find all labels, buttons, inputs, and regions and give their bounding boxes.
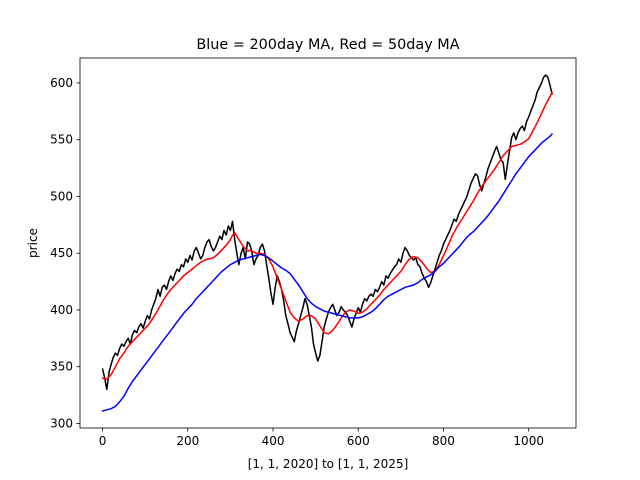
- y-axis: 300 350 400 450 500 550 600: [50, 76, 80, 430]
- y-tick-label: 400: [50, 303, 73, 317]
- plot-lines: [101, 74, 553, 412]
- y-tick-label: 300: [50, 416, 73, 430]
- chart-title: Blue = 200day MA, Red = 50day MA: [196, 37, 459, 53]
- y-tick-label: 500: [50, 189, 73, 203]
- x-axis-label: [1, 1, 2020] to [1, 1, 2025]: [248, 457, 409, 471]
- x-tick-label: 0: [99, 434, 107, 448]
- y-tick-label: 350: [50, 360, 73, 374]
- x-tick-label: 600: [347, 434, 370, 448]
- x-tick-label: 1000: [513, 434, 544, 448]
- y-axis-label: price: [26, 228, 40, 258]
- x-tick-label: 200: [176, 434, 199, 448]
- x-tick-label: 400: [262, 434, 285, 448]
- y-tick-label: 550: [50, 133, 73, 147]
- x-tick-label: 800: [432, 434, 455, 448]
- plot-frame: [79, 57, 577, 429]
- ma200-series-line: [101, 133, 553, 412]
- y-tick-label: 450: [50, 246, 73, 260]
- x-axis: 0 200 400 600 800 1000: [99, 428, 544, 448]
- price-series-line: [101, 74, 553, 391]
- ma50-series-line: [101, 91, 553, 380]
- y-tick-label: 600: [50, 76, 73, 90]
